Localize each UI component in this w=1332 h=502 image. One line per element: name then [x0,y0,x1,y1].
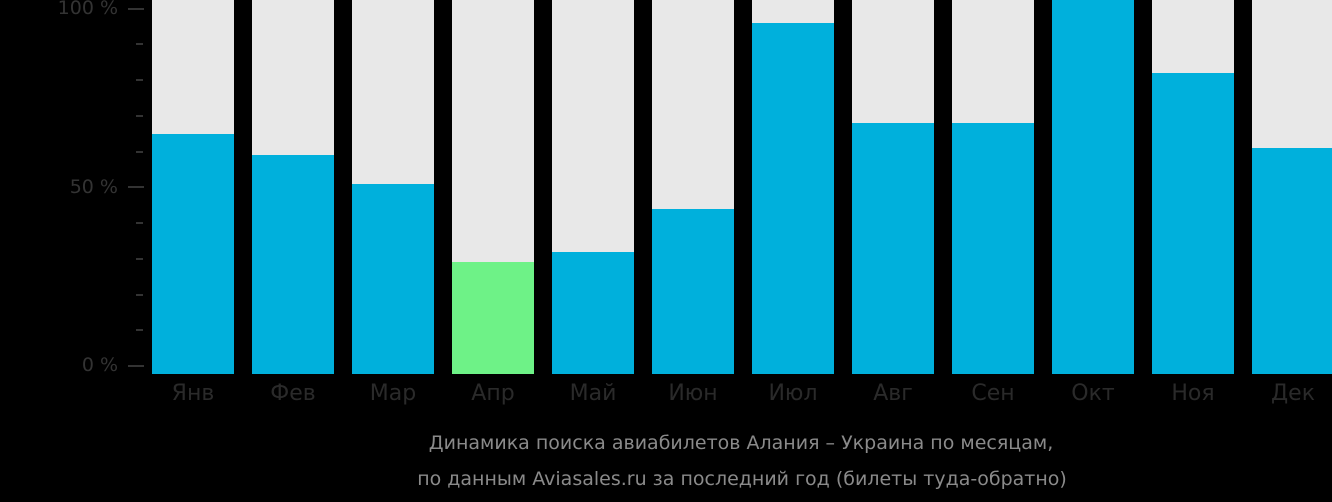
bar-value [552,252,634,374]
bar-4 [452,0,534,374]
x-axis-label: Май [569,381,617,406]
x-axis-label: Окт [1071,381,1115,406]
bar-value [752,23,834,374]
bar-6 [652,0,734,374]
bar-3 [352,0,434,374]
bar-value [1252,148,1332,374]
y-tick [128,365,144,367]
bar-value [1052,0,1134,374]
y-tick [128,186,144,188]
bar-12 [1252,0,1332,374]
bar-value [352,184,434,374]
y-axis-label-50: 50 % [69,176,118,198]
y-tick [136,294,143,296]
x-axis-label: Апр [471,381,515,406]
y-axis-label-0: 0 % [81,354,118,376]
bar-value [652,209,734,374]
x-axis-label: Янв [171,381,215,406]
y-tick [128,8,144,10]
bar-1 [152,0,234,374]
x-axis-label: Июл [768,381,818,406]
y-tick [136,43,143,45]
y-tick [136,258,143,260]
chart-caption-line-1: Динамика поиска авиабилетов Алания – Укр… [428,432,1054,454]
x-axis-label: Авг [873,381,913,406]
y-tick [136,115,143,117]
y-tick [136,222,143,224]
bar-value [1152,73,1234,374]
y-tick [136,329,143,331]
x-axis-label: Дек [1270,381,1315,406]
bar-2 [252,0,334,374]
bar-value [952,123,1034,374]
y-tick [136,79,143,81]
x-axis-label: Мар [369,381,417,406]
bar-value [152,134,234,374]
bar-value [452,262,534,374]
bar-value [852,123,934,374]
bar-9 [952,0,1034,374]
bar-7 [752,0,834,374]
x-axis-label: Фев [270,381,316,406]
x-axis-label: Июн [668,381,718,406]
y-tick [136,151,143,153]
bar-value [252,155,334,374]
x-axis-label: Ноя [1171,381,1215,406]
bar-8 [852,0,934,374]
bar-5 [552,0,634,374]
x-axis-label: Сен [971,381,1015,406]
bar-11 [1152,0,1234,374]
y-axis-label-100: 100 % [57,0,118,19]
chart-caption-line-2: по данным Aviasales.ru за последний год … [417,468,1067,490]
bar-10 [1052,0,1134,374]
